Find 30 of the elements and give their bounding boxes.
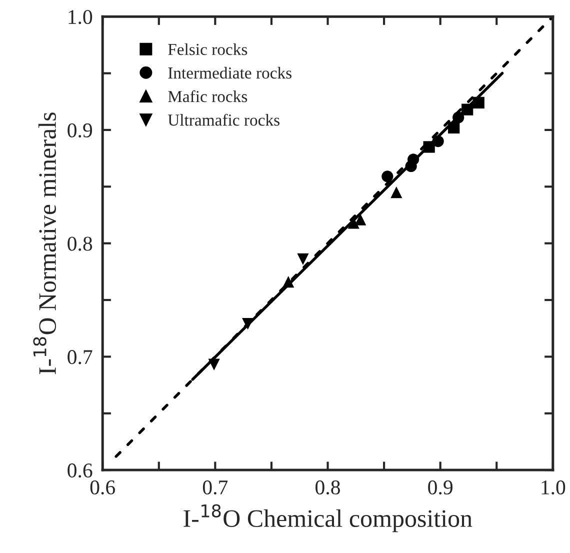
x-tick-label: 0.8 (316, 480, 340, 495)
point (242, 318, 254, 330)
point (382, 170, 394, 182)
y-tick-label: 0.7 (68, 350, 92, 364)
point (405, 160, 417, 172)
point (462, 104, 474, 116)
x-tick-label: 0.7 (202, 480, 228, 495)
point (452, 112, 464, 124)
point (282, 276, 294, 288)
point (423, 141, 435, 153)
point (297, 253, 309, 265)
legend-label: Mafic rocks (168, 90, 248, 102)
y-tick-label: 1.0 (68, 10, 92, 24)
y-axis-title: I-$^{18}$O Normative minerals (33, 112, 56, 374)
point (208, 358, 220, 370)
legend-label: Felsic rocks (168, 43, 248, 56)
y-tick-label: 0.8 (68, 236, 92, 251)
x-axis-title: I-$^{18}$O Chemical composition (184, 504, 472, 532)
point (390, 186, 402, 198)
y-tick-label: 0.9 (68, 123, 92, 138)
x-tick-label: 1.0 (542, 480, 566, 495)
legend-label: Ultramafic rocks (168, 114, 280, 126)
legend-label: Intermediate rocks (168, 66, 292, 79)
y-tick-label: 0.6 (68, 463, 92, 478)
point (432, 135, 444, 148)
point (448, 122, 460, 134)
point (354, 214, 366, 226)
point (472, 96, 484, 109)
x-tick-label: 0.6 (90, 480, 115, 495)
x-tick-label: 0.9 (428, 480, 452, 495)
